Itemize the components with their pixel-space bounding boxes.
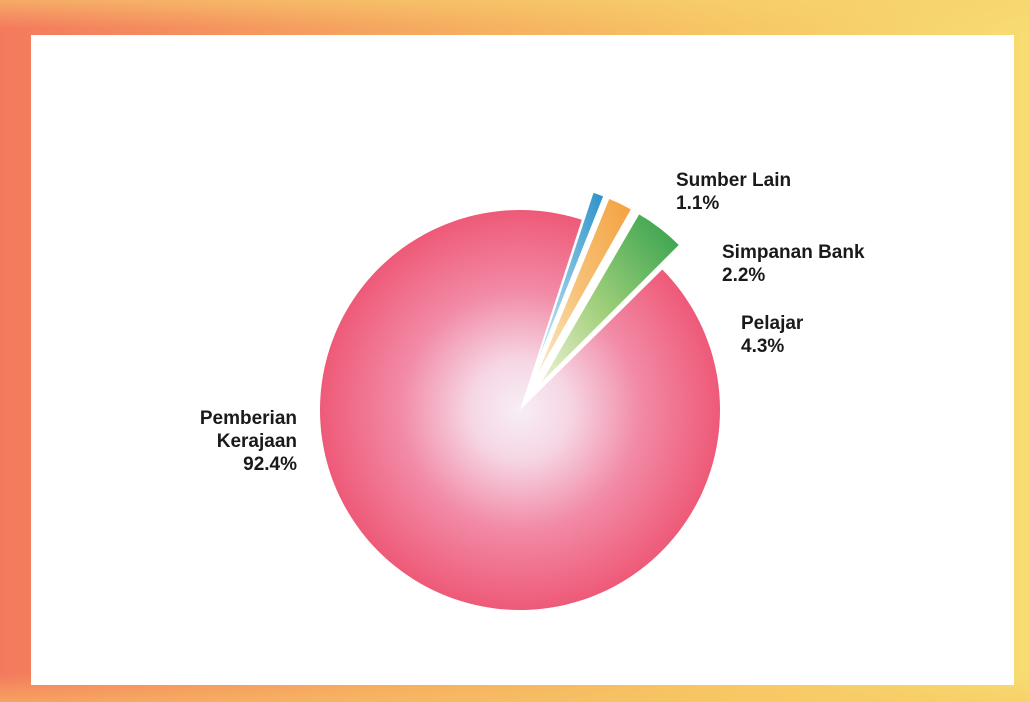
pie-slices	[320, 190, 721, 610]
slice-name-label: Pelajar	[741, 313, 804, 334]
slice-value-label: 1.1%	[676, 193, 719, 214]
slice-name-label: Simpanan Bank	[722, 242, 865, 263]
slice-value-label: 4.3%	[741, 336, 784, 357]
slice-value-label: 92.4%	[243, 454, 297, 475]
slice-name-label: Sumber Lain	[676, 170, 791, 191]
pie-slice-pelajar	[537, 212, 681, 387]
slice-name-label: Pemberian	[200, 408, 297, 429]
slice-value-label: 2.2%	[722, 265, 765, 286]
pie-slice-sumber-lain	[529, 190, 606, 383]
slice-name-label: Kerajaan	[217, 431, 297, 452]
pie-slice-simpanan-bank	[532, 196, 633, 384]
pie-slice-pemberian-kerajaan	[320, 210, 721, 610]
